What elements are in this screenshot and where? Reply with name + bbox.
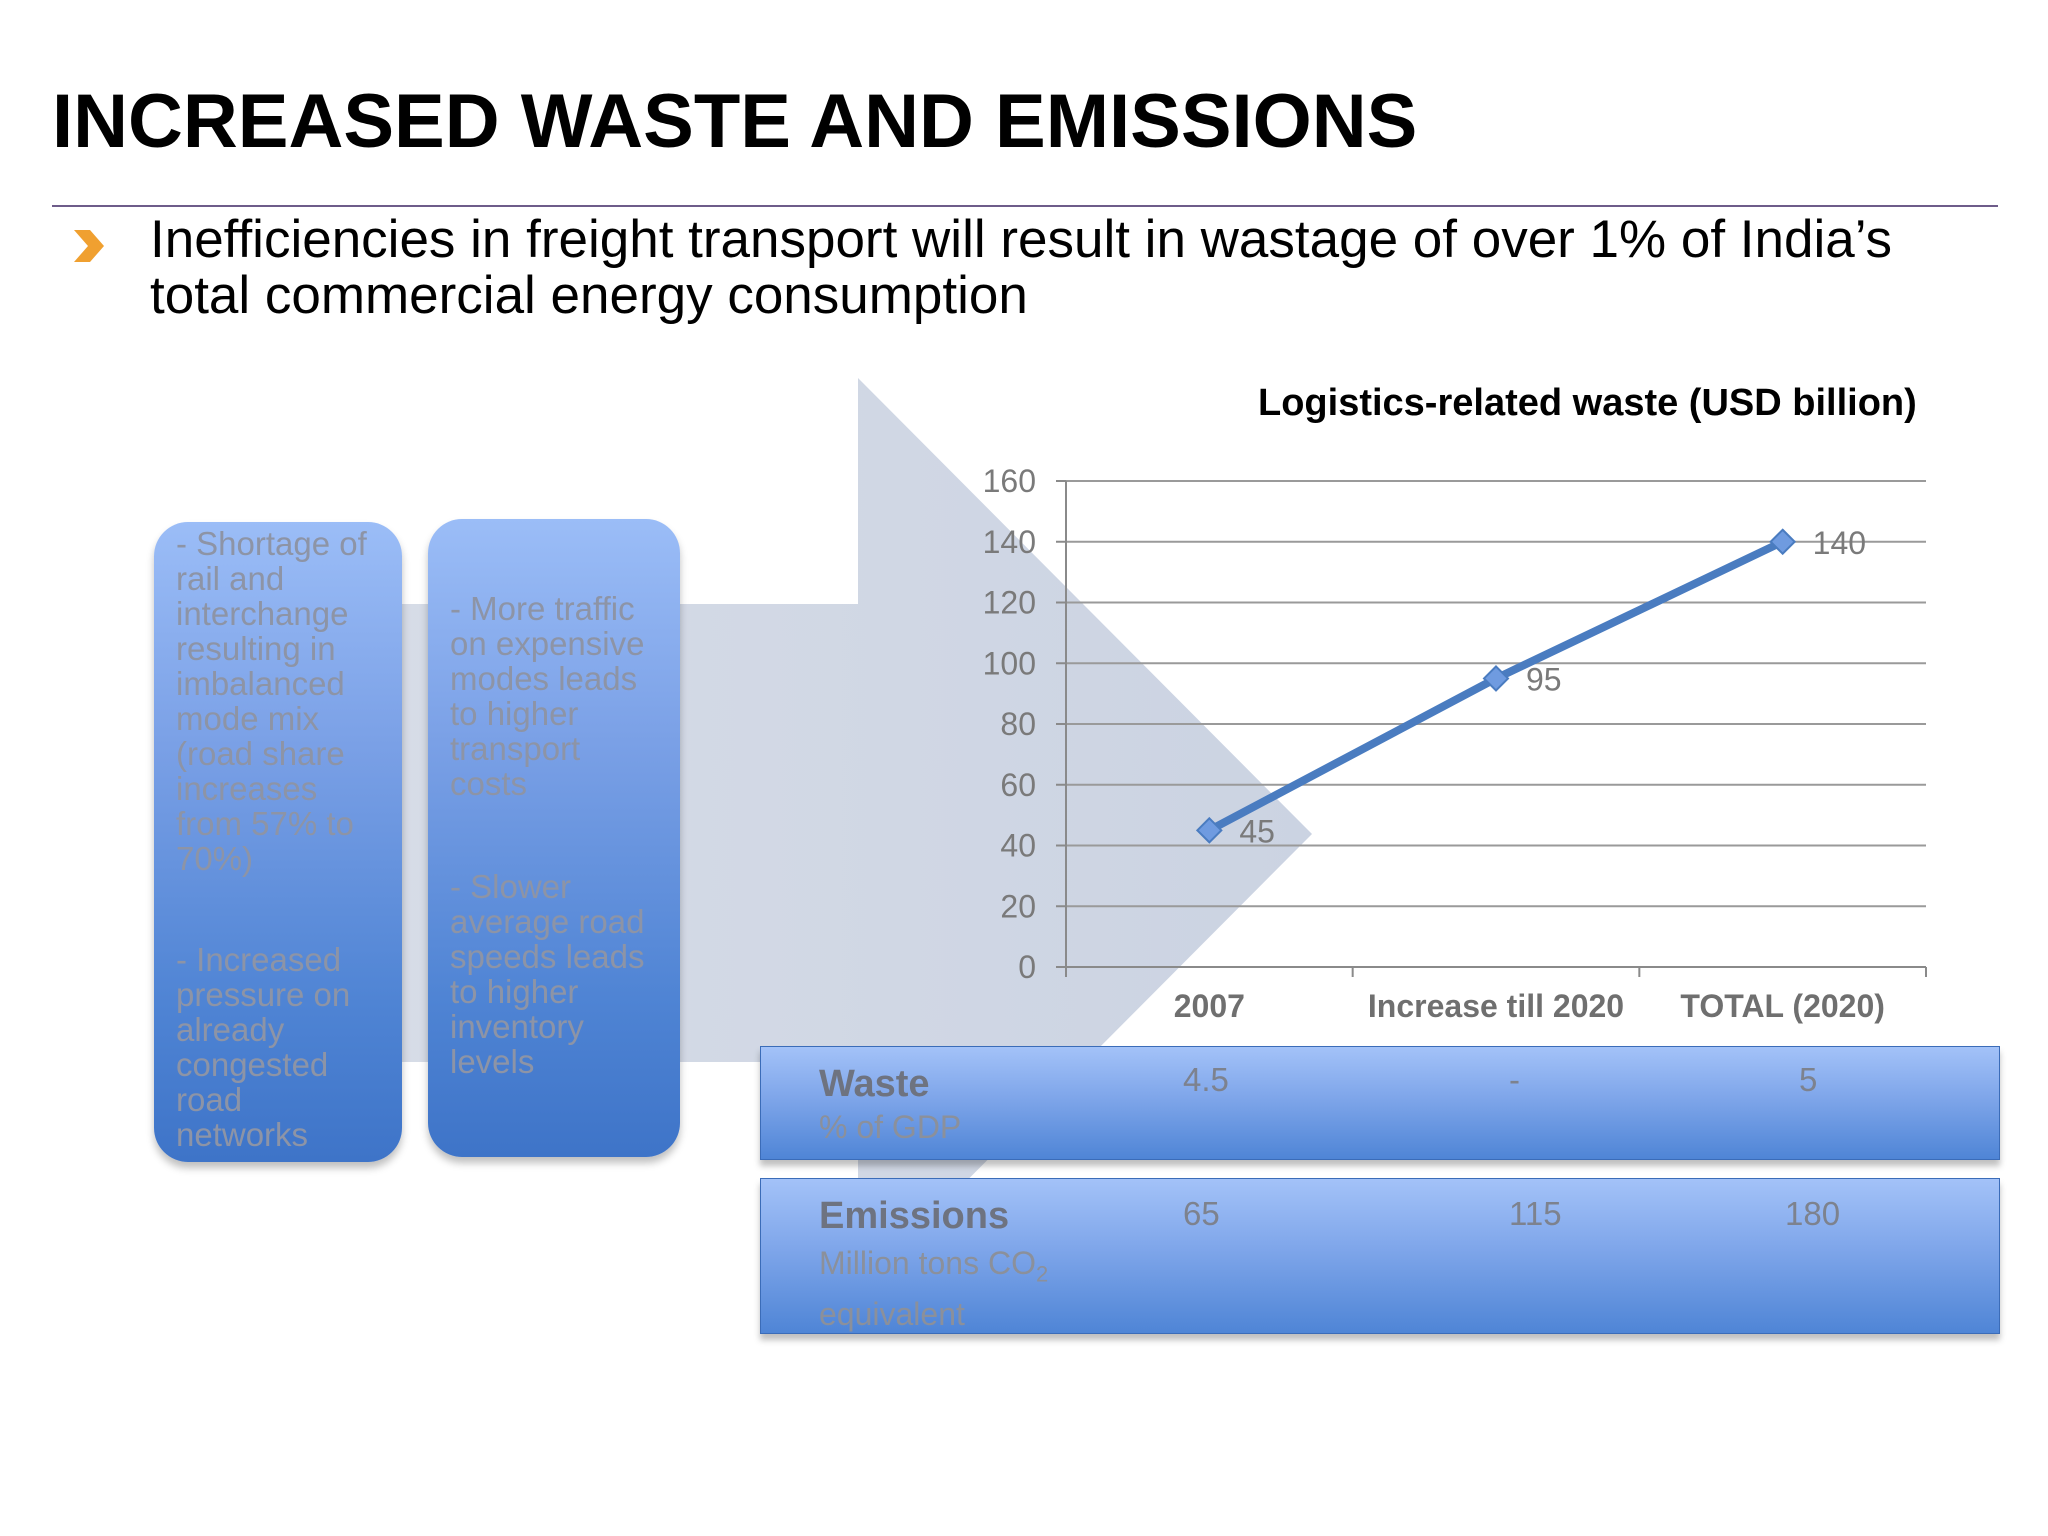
- cause-text-traffic: - More traffic on expensive modes leads …: [450, 590, 645, 802]
- data-point-marker: [1769, 528, 1797, 556]
- x-tick-label: 2007: [1174, 988, 1245, 1024]
- table-cell: -: [1509, 1061, 1520, 1098]
- y-tick-label: 60: [1000, 767, 1036, 803]
- table-cell: 115: [1509, 1195, 1562, 1232]
- y-tick-label: 20: [1000, 888, 1036, 924]
- cause-text-rail: - Shortage of rail and interchange resul…: [176, 525, 367, 877]
- table-row-emissions: Emissions Million tons CO2 equivalent 65 …: [760, 1178, 2000, 1334]
- bullet-text: Inefficiencies in freight transport will…: [150, 210, 1893, 325]
- y-tick-label: 160: [983, 463, 1036, 499]
- row-sublabel-waste: % of GDP: [819, 1109, 962, 1145]
- data-label: 45: [1239, 813, 1275, 849]
- cause-text-road-pressure: - Increased pressure on already congeste…: [176, 941, 351, 1153]
- data-label: 140: [1813, 525, 1866, 561]
- y-tick-label: 100: [983, 645, 1036, 681]
- cause-box-traffic: - More traffic on expensive modes leads …: [428, 519, 680, 1157]
- data-label: 95: [1526, 661, 1562, 697]
- table-cell: 4.5: [1183, 1061, 1229, 1098]
- row-label-waste: Waste: [819, 1063, 930, 1105]
- table-row-waste: Waste % of GDP 4.5 - 5: [760, 1046, 2000, 1160]
- data-point-marker: [1195, 816, 1223, 844]
- row-sublabel-subscript: 2: [1035, 1261, 1049, 1287]
- row-sublabel-main: Million tons CO: [819, 1245, 1036, 1281]
- y-tick-label: 120: [983, 585, 1036, 621]
- page-title: INCREASED WASTE AND EMISSIONS: [52, 79, 1418, 164]
- row-sublabel-emissions: Million tons CO2 equivalent: [819, 1243, 1048, 1334]
- table-cell: 5: [1799, 1061, 1818, 1098]
- x-tick-label: TOTAL (2020): [1680, 988, 1885, 1024]
- row-label-emissions: Emissions: [819, 1195, 1010, 1237]
- table-cell: 180: [1785, 1195, 1841, 1232]
- y-tick-label: 40: [1000, 828, 1036, 864]
- cause-box-rail: - Shortage of rail and interchange resul…: [154, 522, 402, 1162]
- chevron-right-icon: [74, 230, 104, 262]
- chart-title: Logistics-related waste (USD billion): [1258, 382, 1917, 424]
- cause-text-speeds: - Slower average road speeds leads to hi…: [450, 868, 645, 1080]
- row-sublabel-tail: equivalent: [819, 1296, 965, 1333]
- y-tick-label: 80: [1000, 706, 1036, 742]
- x-tick-label: Increase till 2020: [1368, 988, 1624, 1024]
- data-point-marker: [1482, 665, 1510, 692]
- title-divider: [52, 205, 1998, 207]
- y-tick-label: 140: [983, 524, 1036, 560]
- y-tick-label: 0: [1018, 949, 1036, 985]
- table-cell: 65: [1183, 1195, 1220, 1232]
